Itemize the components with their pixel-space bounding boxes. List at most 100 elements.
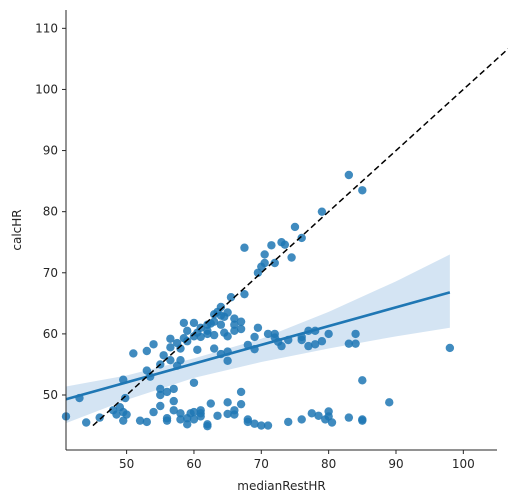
data-point: [176, 415, 185, 424]
data-point: [236, 324, 246, 334]
data-point: [169, 396, 178, 406]
data-point: [243, 417, 253, 427]
x-tick-label: 100: [452, 457, 475, 471]
data-point: [189, 378, 199, 387]
data-point: [277, 341, 286, 351]
y-tick-label: 60: [43, 327, 58, 341]
data-point: [270, 329, 279, 339]
data-point: [263, 329, 273, 339]
data-point: [122, 410, 131, 419]
data-point: [327, 418, 337, 427]
data-point: [206, 399, 215, 408]
data-point: [183, 420, 192, 429]
data-point: [176, 355, 185, 365]
data-point: [166, 343, 175, 352]
data-point: [209, 317, 219, 326]
data-point: [310, 340, 320, 349]
data-point: [307, 409, 316, 418]
y-tick-label: 50: [43, 388, 58, 402]
data-point: [230, 314, 239, 323]
data-point: [162, 387, 172, 397]
data-point: [260, 250, 269, 259]
data-point: [112, 410, 121, 419]
data-point: [203, 421, 212, 431]
data-point: [135, 416, 145, 425]
data-point: [236, 317, 246, 326]
data-point: [287, 253, 296, 262]
data-point: [149, 340, 158, 349]
data-point: [156, 401, 165, 411]
data-point: [280, 240, 290, 249]
data-point: [142, 346, 152, 356]
data-point: [260, 258, 269, 268]
data-point: [169, 406, 178, 415]
x-axis-label: medianRestHR: [237, 479, 325, 493]
data-point: [159, 351, 168, 360]
data-point: [236, 399, 246, 409]
x-tick-label: 50: [119, 457, 134, 471]
y-tick-label: 90: [43, 144, 58, 158]
data-point: [226, 293, 236, 302]
data-point: [189, 415, 199, 424]
data-point: [358, 186, 367, 195]
data-point: [162, 416, 172, 425]
y-ticks-layer: 50 60 70 80 90 100 110: [35, 21, 66, 402]
data-point: [385, 398, 394, 407]
data-point: [230, 326, 239, 336]
data-point: [240, 243, 249, 252]
data-point: [324, 412, 333, 421]
data-point: [176, 409, 185, 418]
data-point: [209, 344, 219, 353]
data-point: [142, 366, 152, 375]
y-tick-label: 80: [43, 205, 58, 219]
x-tick-label: 80: [321, 457, 336, 471]
data-point: [189, 318, 199, 328]
data-point: [445, 343, 455, 353]
data-point: [344, 339, 354, 348]
data-point: [263, 421, 273, 430]
data-point: [203, 329, 212, 339]
data-point: [317, 337, 327, 346]
data-point: [230, 320, 239, 329]
data-point: [250, 419, 259, 428]
data-point: [223, 332, 232, 341]
data-point: [317, 207, 327, 216]
data-point: [351, 329, 360, 339]
data-point: [358, 376, 367, 385]
data-point: [253, 268, 263, 277]
data-point: [297, 233, 306, 243]
data-point: [253, 323, 263, 332]
y-tick-label: 100: [35, 82, 58, 96]
data-point: [344, 170, 354, 180]
lines-layer: [65, 47, 508, 427]
data-point: [119, 416, 128, 425]
data-point: [240, 289, 249, 299]
data-point: [223, 398, 232, 407]
data-point: [176, 344, 185, 353]
data-point: [95, 413, 104, 422]
data-point: [297, 335, 306, 345]
data-point: [230, 410, 239, 419]
data-point: [149, 407, 158, 417]
data-point: [257, 421, 266, 430]
data-point: [196, 332, 205, 342]
data-point: [270, 258, 279, 268]
data-point: [183, 337, 192, 346]
data-point: [209, 330, 219, 340]
data-point: [169, 384, 178, 394]
data-point: [193, 345, 202, 354]
y-tick-label: 110: [35, 21, 58, 35]
confidence-band: [66, 254, 450, 424]
data-point: [216, 302, 226, 312]
x-tick-label: 70: [254, 457, 269, 471]
y-axis-label: calcHR: [10, 209, 24, 250]
data-point: [166, 334, 175, 343]
identity-line: [92, 47, 508, 427]
data-point: [189, 407, 199, 417]
data-point: [351, 339, 360, 348]
data-point: [183, 326, 192, 336]
data-point: [156, 390, 165, 400]
axes-layer: [65, 10, 497, 451]
